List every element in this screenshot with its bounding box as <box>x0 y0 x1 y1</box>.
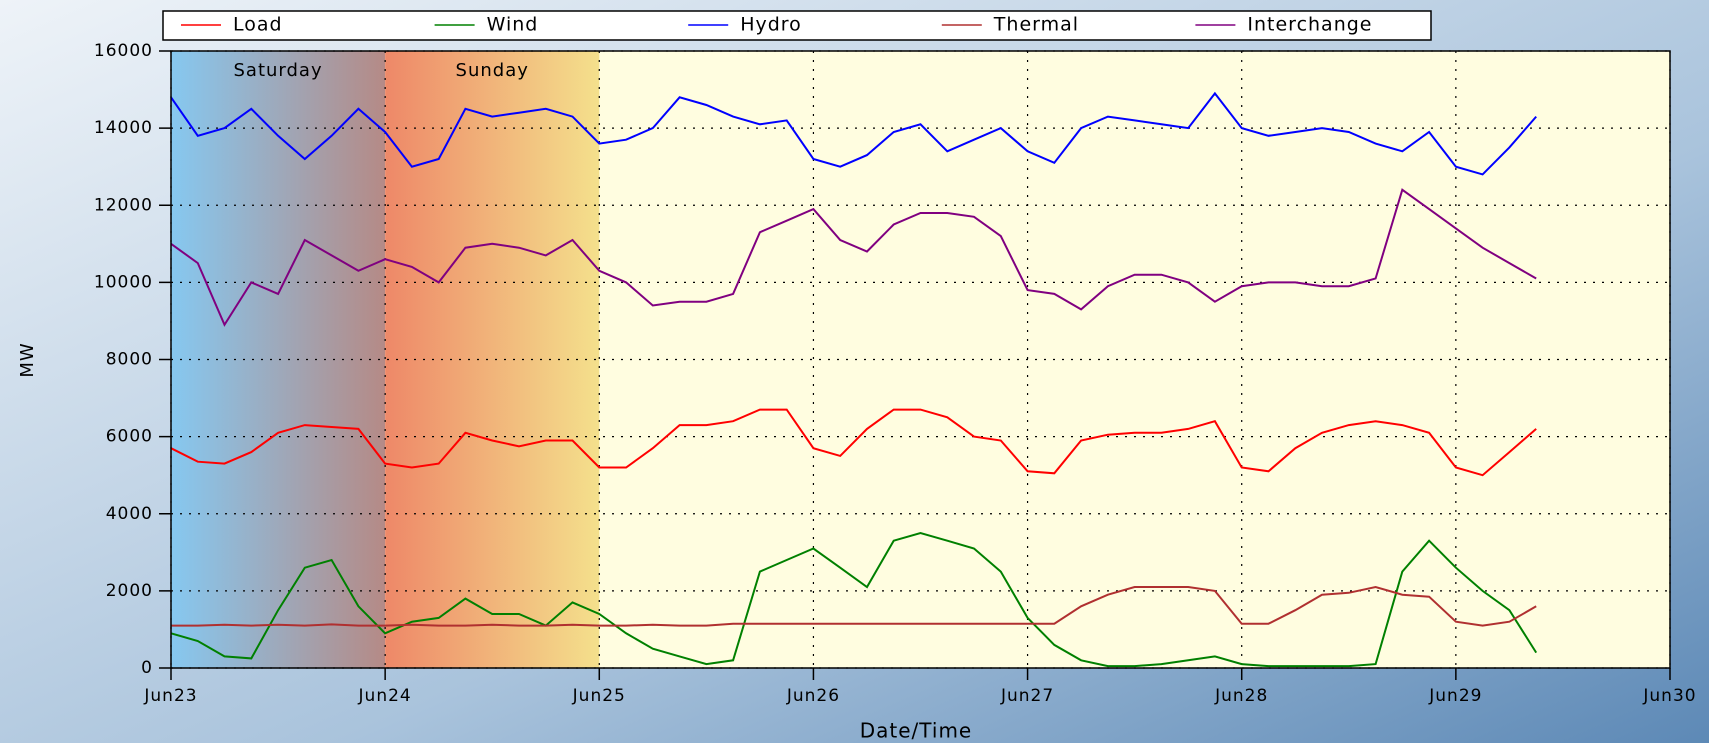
x-tick-label: Jun27 <box>1000 686 1054 706</box>
y-tick-label: 8000 <box>106 350 153 370</box>
y-tick-label: 6000 <box>106 427 153 447</box>
day-band <box>171 51 386 668</box>
series-line <box>170 531 1538 668</box>
x-axis-label: Date/Time <box>860 719 973 743</box>
series-line <box>170 91 1537 176</box>
x-tick-label: Jun26 <box>786 686 840 706</box>
day-label: Saturday <box>234 60 323 81</box>
y-tick-label: 4000 <box>106 504 153 524</box>
y-tick-label: 14000 <box>94 118 153 138</box>
y-tick-label: 10000 <box>94 272 153 292</box>
x-tick-label: Jun25 <box>572 686 626 706</box>
legend-label: Load <box>233 14 283 36</box>
legend-label: Interchange <box>1247 14 1372 36</box>
plot-frame <box>170 50 1671 669</box>
x-tick-label: Jun23 <box>143 686 197 706</box>
day-band <box>385 51 600 668</box>
y-tick-label: 2000 <box>106 581 153 601</box>
legend-label: Wind <box>487 14 539 36</box>
series-line <box>170 188 1537 327</box>
day-label: Sunday <box>456 60 529 81</box>
legend-label: Thermal <box>993 14 1079 36</box>
y-tick-label: 16000 <box>94 41 153 61</box>
y-tick-label: 12000 <box>94 195 153 215</box>
legend-label: Hydro <box>740 14 802 36</box>
y-axis-label: MW <box>17 342 38 377</box>
series-line <box>170 408 1537 477</box>
x-tick-label: Jun29 <box>1428 686 1482 706</box>
x-tick-label: Jun24 <box>358 686 412 706</box>
series-line <box>171 585 1537 627</box>
x-tick-label: Jun30 <box>1642 686 1696 706</box>
y-tick-label: 0 <box>141 658 153 678</box>
x-tick-label: Jun28 <box>1214 686 1268 706</box>
